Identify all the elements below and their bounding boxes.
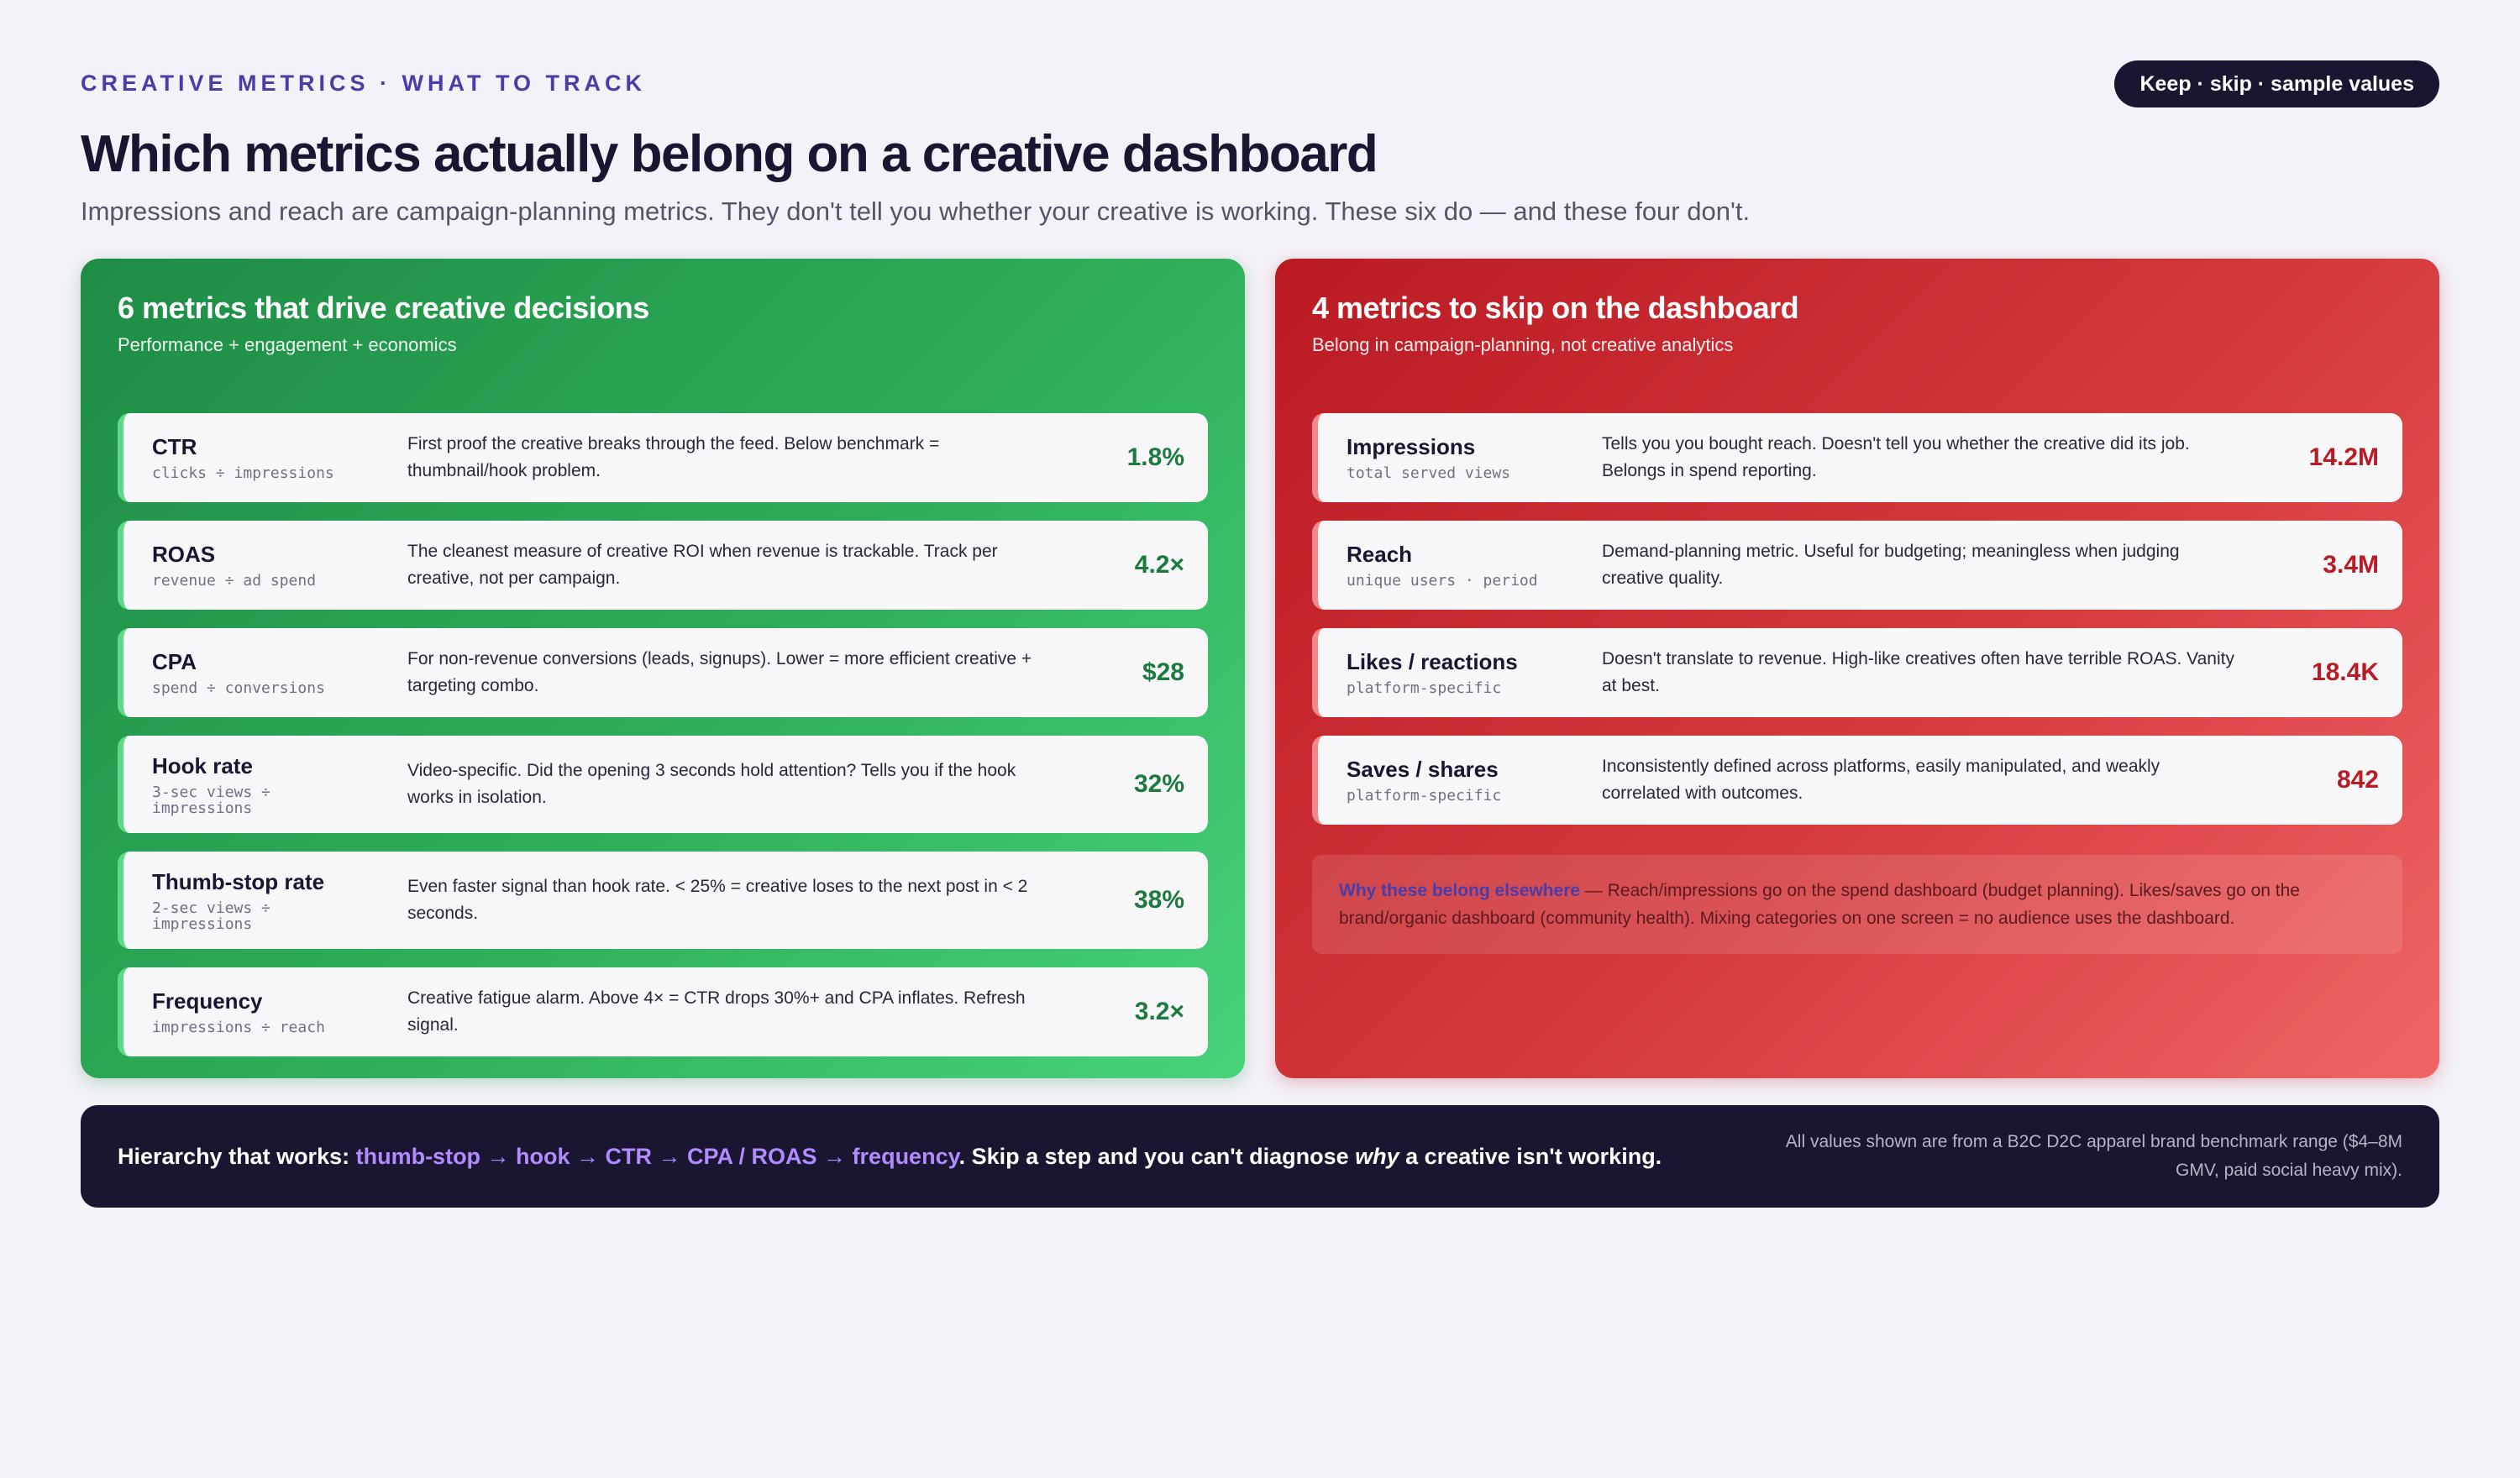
keep-metric-list: CTR clicks ÷ impressions First proof the … — [118, 413, 1208, 1056]
metric-description: Doesn't translate to revenue. High-like … — [1602, 649, 2234, 695]
metric-value: 32% — [1133, 770, 1184, 798]
metric-description: Inconsistently defined across platforms,… — [1602, 757, 2160, 803]
metric-name: ROAS — [152, 542, 216, 567]
metric-description: Tells you you bought reach. Doesn't tell… — [1602, 434, 2190, 480]
metric-description: Even faster signal than hook rate. < 25%… — [407, 877, 1028, 923]
metric-description: Video-specific. Did the opening 3 second… — [407, 761, 1016, 807]
metric-value: 1.8% — [1126, 443, 1184, 471]
metric-formula: clicks ÷ impressions — [152, 464, 334, 482]
metric-formula: revenue ÷ ad spend — [152, 572, 317, 590]
metric-name: Saves / shares — [1347, 757, 1499, 782]
metric-name: Likes / reactions — [1347, 649, 1518, 674]
metric-value: 842 — [2336, 766, 2379, 794]
skip-explanation-note: Why these belong elsewhere — Reach/impre… — [1312, 855, 2402, 954]
hierarchy-why: why — [1355, 1143, 1399, 1169]
note-body: — Reach/impressions go on the spend dash… — [1339, 881, 2300, 928]
skip-panel-title: 4 metrics to skip on the dashboard — [1312, 291, 1799, 325]
metric-name: CTR — [152, 434, 197, 459]
metric-description: Creative fatigue alarm. Above 4× = CTR d… — [407, 988, 1026, 1035]
metric-row-roas: ROAS revenue ÷ ad spend The cleanest meas… — [118, 521, 1208, 610]
eyebrow-label: CREATIVE METRICS · WHAT TO TRACK — [81, 71, 646, 96]
keep-panel: 6 metrics that drive creative decisions … — [81, 259, 1245, 1078]
metric-description: The cleanest measure of creative ROI whe… — [407, 542, 998, 588]
hierarchy-suffix: a creative isn't working. — [1399, 1143, 1662, 1169]
note-lead: Why these belong elsewhere — [1339, 881, 1581, 900]
metric-formula: unique users · period — [1347, 572, 1538, 590]
metric-description: For non-revenue conversions (leads, sign… — [407, 649, 1032, 695]
page-subtitle: Impressions and reach are campaign-plann… — [81, 197, 1751, 226]
benchmark-footnote: All values shown are from a B2C D2C appa… — [1785, 1132, 2402, 1180]
metric-row-cpa: CPA spend ÷ conversions For non-revenue c… — [118, 628, 1208, 717]
metric-name: CPA — [152, 649, 197, 674]
metric-name: Frequency — [152, 988, 263, 1014]
legend-pill: Keep · skip · sample values — [2114, 60, 2439, 107]
metric-value: 3.4M — [2323, 551, 2379, 579]
metric-name: Thumb-stop rate — [152, 868, 325, 894]
metric-row-hook-rate: Hook rate 3-sec views ÷ impressions Video… — [118, 736, 1208, 833]
hierarchy-middle: . Skip a step and you can't diagnose — [958, 1143, 1356, 1169]
metric-row-thumb-stop-rate: Thumb-stop rate 2-sec views ÷ impressions… — [118, 852, 1208, 949]
hierarchy-chain: thumb-stop → hook → CTR → CPA / ROAS → f… — [355, 1143, 959, 1169]
metric-formula: spend ÷ conversions — [152, 679, 325, 697]
skip-metric-list: Impressions total served views Tells you … — [1312, 413, 2402, 825]
metric-description: First proof the creative breaks through … — [407, 434, 940, 480]
metric-row-reach: Reach unique users · period Demand-planni… — [1312, 521, 2402, 610]
keep-panel-title: 6 metrics that drive creative decisions — [118, 291, 649, 325]
metric-row-likes-reactions: Likes / reactions platform-specific Doesn… — [1312, 628, 2402, 717]
metric-value: 18.4K — [2311, 658, 2379, 686]
metric-formula: 2-sec views ÷ impressions — [152, 899, 270, 933]
metric-value: 4.2× — [1134, 551, 1184, 579]
metric-formula: 3-sec views ÷ impressions — [152, 783, 270, 817]
keep-panel-subtitle: Performance + engagement + economics — [118, 334, 457, 355]
metric-value: 14.2M — [2308, 443, 2379, 471]
metric-row-saves-shares: Saves / shares platform-specific Inconsis… — [1312, 736, 2402, 825]
metric-row-frequency: Frequency impressions ÷ reach Creative fa… — [118, 967, 1208, 1056]
page-title: Which metrics actually belong on a creat… — [81, 125, 1378, 183]
skip-panel-subtitle: Belong in campaign-planning, not creativ… — [1312, 334, 1734, 355]
skip-panel: 4 metrics to skip on the dashboard Belon… — [1275, 259, 2439, 1078]
metric-name: Reach — [1347, 542, 1413, 567]
metric-formula: platform-specific — [1347, 787, 1502, 805]
metric-row-impressions: Impressions total served views Tells you … — [1312, 413, 2402, 502]
metric-value: 3.2× — [1134, 998, 1184, 1025]
metric-name: Hook rate — [152, 752, 253, 778]
metric-name: Impressions — [1347, 434, 1476, 459]
metric-value: $28 — [1142, 658, 1184, 686]
metric-formula: platform-specific — [1347, 679, 1502, 697]
metric-formula: total served views — [1347, 464, 1511, 482]
hierarchy-statement: Hierarchy that works: thumb-stop → hook … — [118, 1144, 1662, 1170]
hierarchy-footer: Hierarchy that works: thumb-stop → hook … — [81, 1105, 2439, 1208]
metric-row-ctr: CTR clicks ÷ impressions First proof the … — [118, 413, 1208, 502]
metric-value: 38% — [1133, 886, 1184, 914]
metric-formula: impressions ÷ reach — [152, 1019, 325, 1036]
metric-description: Demand-planning metric. Useful for budge… — [1602, 542, 2180, 588]
hierarchy-prefix: Hierarchy that works: — [118, 1143, 356, 1169]
